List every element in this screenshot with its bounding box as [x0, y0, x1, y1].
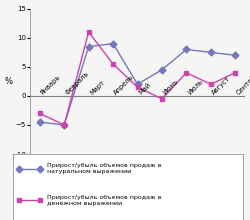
Прирост/убыль объемов продаж в
денежном выражении	[185, 71, 188, 74]
Прирост/убыль объемов продаж в
денежном выражении	[87, 31, 90, 33]
Прирост/убыль объемов продаж в
денежном выражении	[112, 63, 114, 65]
Прирост/убыль объемов продаж в
натуральном выражении	[136, 83, 139, 86]
Прирост/убыль объемов продаж в
натуральном выражении	[209, 51, 212, 54]
Text: Прирост/убыль объемов продаж в
натуральном выражении: Прирост/убыль объемов продаж в натуральн…	[47, 163, 162, 174]
Прирост/убыль объемов продаж в
натуральном выражении	[63, 124, 66, 126]
Text: Июль: Июль	[186, 78, 204, 96]
Line: Прирост/убыль объемов продаж в
денежном выражении: Прирост/убыль объемов продаж в денежном …	[37, 30, 238, 127]
Прирост/убыль объемов продаж в
натуральном выражении	[112, 42, 114, 45]
Прирост/убыль объемов продаж в
денежном выражении	[160, 97, 164, 100]
Y-axis label: %: %	[4, 77, 12, 86]
Прирост/убыль объемов продаж в
натуральном выражении	[185, 48, 188, 51]
Прирост/убыль объемов продаж в
денежном выражении	[38, 112, 41, 115]
Text: Сентябрь: Сентябрь	[235, 68, 250, 96]
Text: Апрель: Апрель	[113, 74, 135, 96]
Text: Март: Март	[89, 79, 106, 96]
Text: Февраль: Февраль	[64, 70, 90, 96]
Прирост/убыль объемов продаж в
денежном выражении	[63, 124, 66, 126]
Text: Прирост/убыль объемов продаж в
денежном выражении: Прирост/убыль объемов продаж в денежном …	[47, 195, 162, 206]
Line: Прирост/убыль объемов продаж в
натуральном выражении: Прирост/убыль объемов продаж в натуральн…	[37, 41, 238, 127]
Прирост/убыль объемов продаж в
денежном выражении	[209, 83, 212, 86]
Прирост/убыль объемов продаж в
натуральном выражении	[38, 121, 41, 123]
Прирост/убыль объемов продаж в
денежном выражении	[234, 71, 237, 74]
Text: Май: Май	[138, 82, 152, 96]
Прирост/убыль объемов продаж в
натуральном выражении	[87, 45, 90, 48]
Прирост/убыль объемов продаж в
натуральном выражении	[160, 68, 164, 71]
Text: Июнь: Июнь	[162, 78, 180, 96]
Text: Август: Август	[211, 75, 232, 96]
Text: Январь: Январь	[40, 74, 62, 96]
Прирост/убыль объемов продаж в
денежном выражении	[136, 86, 139, 88]
Прирост/убыль объемов продаж в
натуральном выражении	[234, 54, 237, 57]
